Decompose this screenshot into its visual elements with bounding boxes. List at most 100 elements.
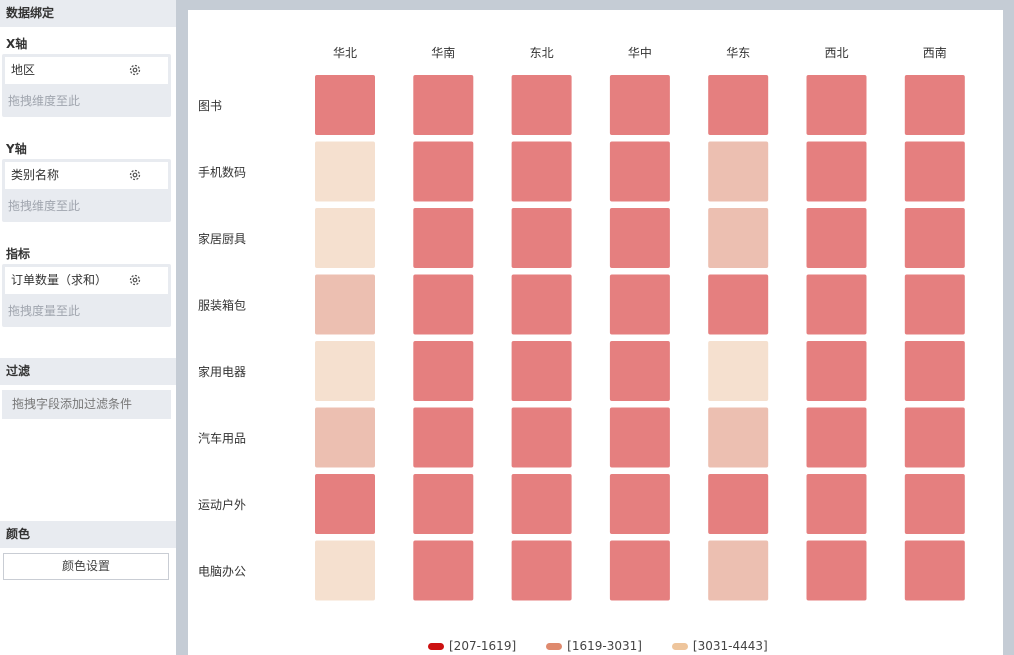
heatmap-cell[interactable] bbox=[708, 208, 769, 268]
heatmap-cell[interactable] bbox=[315, 540, 375, 601]
gear-icon[interactable] bbox=[128, 168, 142, 182]
heatmap-cell[interactable] bbox=[315, 75, 375, 135]
heatmap-cell[interactable] bbox=[511, 540, 572, 601]
heatmap-cell[interactable] bbox=[413, 141, 474, 202]
heatmap-cell[interactable] bbox=[904, 141, 965, 202]
heatmap-cell[interactable] bbox=[904, 208, 965, 268]
heatmap-cell[interactable] bbox=[511, 474, 572, 534]
heatmap-cell[interactable] bbox=[806, 274, 867, 335]
heatmap-cell[interactable] bbox=[806, 75, 867, 135]
heatmap-cell[interactable] bbox=[806, 208, 867, 268]
heatmap-cell[interactable] bbox=[315, 274, 375, 335]
gear-icon[interactable] bbox=[128, 63, 142, 77]
metric-field-name: 订单数量（求和） bbox=[11, 273, 108, 287]
legend-swatch bbox=[428, 642, 444, 650]
legend-label: [1619-3031] bbox=[567, 639, 642, 653]
data-binding-panel: 数据绑定 X轴 地区 拖拽维度至此 Y轴 类别名称 拖拽维度至此 指标 订单数量… bbox=[0, 0, 176, 655]
heatmap-cell[interactable] bbox=[904, 274, 965, 335]
heatmap-cell[interactable] bbox=[609, 474, 670, 534]
heatmap-cell[interactable] bbox=[708, 75, 769, 135]
heatmap-cell[interactable] bbox=[511, 407, 572, 468]
y-tick-label: 手机数码 bbox=[198, 165, 246, 180]
legend-item[interactable]: [207-1619] bbox=[428, 638, 516, 654]
heatmap-cell[interactable] bbox=[609, 208, 670, 268]
legend-item[interactable]: [3031-4443] bbox=[671, 638, 768, 654]
y-tick-label: 服装箱包 bbox=[198, 298, 246, 313]
y-axis-drop-zone[interactable]: 类别名称 拖拽维度至此 bbox=[2, 159, 171, 222]
legend-label: [3031-4443] bbox=[692, 639, 768, 653]
y-axis-label: Y轴 bbox=[6, 142, 27, 156]
x-tick-label: 西南 bbox=[923, 45, 947, 60]
y-axis-hint: 拖拽维度至此 bbox=[8, 199, 81, 213]
chart-legend: [207-1619] [1619-3031] [3031-4443] bbox=[428, 638, 768, 654]
color-settings-button[interactable]: 颜色设置 bbox=[3, 553, 169, 580]
data-binding-header: 数据绑定 bbox=[0, 0, 176, 27]
heatmap-cell[interactable] bbox=[609, 141, 670, 202]
x-axis-hint: 拖拽维度至此 bbox=[8, 94, 81, 108]
legend-item[interactable]: [1619-3031] bbox=[546, 638, 642, 654]
x-tick-label: 华南 bbox=[431, 45, 455, 60]
heatmap-cell[interactable] bbox=[413, 474, 474, 534]
metric-hint: 拖拽度量至此 bbox=[8, 304, 81, 318]
x-tick-label: 华中 bbox=[628, 45, 652, 60]
heatmap-cell[interactable] bbox=[609, 274, 670, 335]
color-header: 颜色 bbox=[0, 521, 176, 548]
heatmap-cell[interactable] bbox=[708, 474, 769, 534]
heatmap-cell[interactable] bbox=[708, 341, 769, 401]
heatmap-cell[interactable] bbox=[609, 75, 670, 135]
heatmap-cell[interactable] bbox=[413, 540, 474, 601]
heatmap-cell[interactable] bbox=[413, 208, 474, 268]
heatmap-cell[interactable] bbox=[511, 75, 572, 135]
heatmap-cell[interactable] bbox=[413, 75, 474, 135]
y-tick-label: 电脑办公 bbox=[198, 564, 246, 579]
heatmap-cell[interactable] bbox=[806, 141, 867, 202]
x-axis-drop-zone[interactable]: 地区 拖拽维度至此 bbox=[2, 54, 171, 117]
heatmap-cell[interactable] bbox=[609, 341, 670, 401]
heatmap-cell[interactable] bbox=[708, 407, 769, 468]
x-tick-label: 华东 bbox=[726, 46, 750, 60]
heatmap-cell[interactable] bbox=[806, 474, 867, 534]
heatmap-cell[interactable] bbox=[708, 274, 769, 335]
metric-field-chip[interactable]: 订单数量（求和） bbox=[5, 267, 168, 294]
heatmap-cell[interactable] bbox=[315, 141, 375, 202]
heatmap-cell[interactable] bbox=[904, 341, 965, 401]
heatmap-cell[interactable] bbox=[413, 407, 474, 468]
gear-icon[interactable] bbox=[128, 273, 142, 287]
heatmap-cell[interactable] bbox=[315, 208, 375, 268]
heatmap-cell[interactable] bbox=[511, 141, 572, 202]
filter-drop-zone[interactable]: 拖拽字段添加过滤条件 bbox=[2, 390, 171, 419]
x-axis-field-chip[interactable]: 地区 bbox=[5, 57, 168, 84]
heatmap-cell[interactable] bbox=[806, 341, 867, 401]
heatmap-cell[interactable] bbox=[806, 540, 867, 601]
heatmap-cell[interactable] bbox=[315, 341, 375, 401]
legend-swatch bbox=[671, 642, 688, 650]
heatmap-cell[interactable] bbox=[904, 407, 965, 468]
metric-drop-zone[interactable]: 订单数量（求和） 拖拽度量至此 bbox=[2, 264, 171, 327]
x-axis-label: X轴 bbox=[6, 37, 28, 51]
heatmap-cell[interactable] bbox=[609, 540, 670, 601]
heatmap-cell[interactable] bbox=[708, 540, 769, 601]
heatmap-cell[interactable] bbox=[413, 341, 474, 401]
filter-header: 过滤 bbox=[0, 358, 176, 385]
heatmap-cell[interactable] bbox=[511, 274, 572, 335]
heatmap-cell[interactable] bbox=[806, 407, 867, 468]
heatmap-cell[interactable] bbox=[708, 141, 769, 202]
y-axis-field-chip[interactable]: 类别名称 bbox=[5, 162, 168, 189]
heatmap-chart: 华北 华南 东北 华中 华东 西北 西南图书手机数码家居厨具服装箱包家用电器汽车用品运动户外… bbox=[198, 45, 965, 601]
heatmap-cell[interactable] bbox=[904, 75, 965, 135]
legend-label: [207-1619] bbox=[449, 639, 517, 653]
heatmap-cell[interactable] bbox=[511, 341, 572, 401]
y-tick-label: 家居厨具 bbox=[198, 231, 246, 246]
x-tick-label: 华北 bbox=[333, 46, 357, 60]
heatmap-cell[interactable] bbox=[511, 208, 572, 268]
y-tick-label: 运动户外 bbox=[198, 497, 246, 512]
heatmap-cell[interactable] bbox=[609, 407, 670, 468]
heatmap-cell[interactable] bbox=[315, 407, 375, 468]
heatmap-cell[interactable] bbox=[413, 274, 474, 335]
y-axis-field-name: 类别名称 bbox=[11, 168, 60, 182]
y-tick-label: 家用电器 bbox=[198, 364, 246, 379]
heatmap-cell[interactable] bbox=[904, 474, 965, 534]
heatmap-chart-card: 华北 华南 东北 华中 华东 西北 西南 图书 手机数码 家居厨具 服装箱包 家用电器 汽车用品 运动户外… bbox=[188, 10, 1003, 655]
heatmap-cell[interactable] bbox=[315, 474, 375, 534]
heatmap-cell[interactable] bbox=[904, 540, 965, 601]
